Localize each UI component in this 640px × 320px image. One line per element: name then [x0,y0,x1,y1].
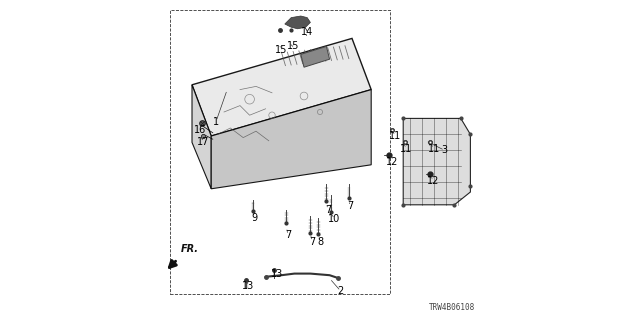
Text: 11: 11 [400,144,413,154]
Text: 14: 14 [301,27,314,37]
Text: 9: 9 [252,212,257,223]
Text: TRW4B06108: TRW4B06108 [429,303,475,312]
Text: 3: 3 [442,145,448,156]
Text: 15: 15 [287,41,299,52]
Text: 7: 7 [285,230,291,240]
Text: 11: 11 [389,131,401,141]
Text: 12: 12 [428,176,440,186]
Text: 11: 11 [428,144,440,154]
Text: 13: 13 [242,281,254,292]
Polygon shape [285,16,310,29]
Text: 1: 1 [213,116,219,127]
Text: 7: 7 [348,201,353,212]
Text: 16: 16 [194,124,206,135]
Polygon shape [192,38,371,136]
Text: 7: 7 [309,236,315,247]
Text: 12: 12 [386,156,398,167]
Text: 2: 2 [338,286,344,296]
Polygon shape [211,90,371,189]
Text: 8: 8 [317,236,323,247]
Text: 17: 17 [197,137,209,148]
Text: 15: 15 [275,44,288,55]
Polygon shape [192,85,211,189]
Polygon shape [301,46,330,67]
Text: 10: 10 [328,214,340,224]
Text: FR.: FR. [181,244,199,254]
Polygon shape [403,118,470,205]
Text: 13: 13 [271,268,283,279]
Text: 7: 7 [325,204,331,215]
